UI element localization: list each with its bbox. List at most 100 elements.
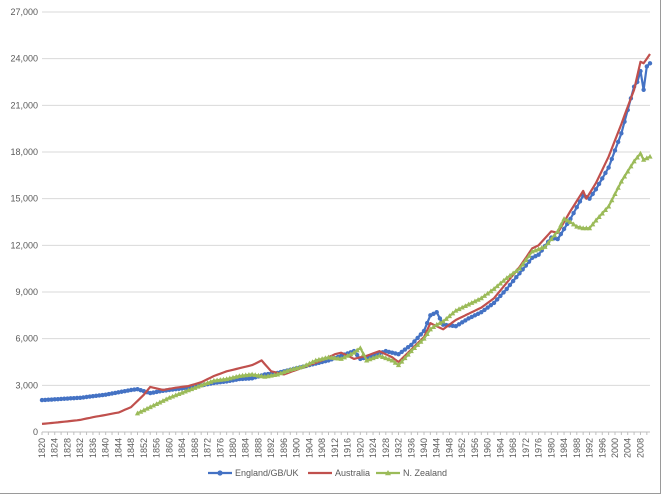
data-point bbox=[641, 156, 647, 162]
data-point bbox=[309, 359, 316, 364]
x-tick-label: 1876 bbox=[215, 438, 225, 458]
data-point bbox=[335, 355, 341, 361]
data-point bbox=[485, 305, 490, 310]
data-point bbox=[494, 283, 500, 289]
series-line bbox=[137, 152, 651, 415]
legend-label: N. Zealand bbox=[403, 468, 447, 478]
data-point bbox=[386, 356, 392, 362]
data-point bbox=[587, 196, 592, 201]
data-point bbox=[479, 310, 484, 315]
x-tick-label: 1988 bbox=[572, 438, 582, 458]
data-point bbox=[456, 306, 462, 312]
data-point bbox=[58, 396, 64, 402]
data-point bbox=[612, 191, 618, 196]
data-point bbox=[504, 275, 510, 280]
x-tick-label: 1908 bbox=[317, 438, 327, 458]
data-point bbox=[498, 293, 503, 299]
data-point bbox=[332, 355, 338, 361]
data-point bbox=[195, 383, 201, 389]
data-point bbox=[596, 214, 602, 219]
x-tick-label: 1960 bbox=[483, 438, 493, 458]
x-tick-label: 1836 bbox=[88, 438, 98, 458]
data-point bbox=[440, 318, 446, 324]
data-point bbox=[459, 304, 465, 310]
x-tick-label: 1820 bbox=[37, 438, 47, 458]
data-point bbox=[396, 352, 401, 357]
data-point bbox=[192, 385, 198, 390]
data-point bbox=[434, 321, 440, 327]
x-tick-label: 2008 bbox=[635, 438, 645, 458]
data-point bbox=[618, 178, 624, 184]
data-point bbox=[74, 395, 80, 401]
data-point bbox=[516, 265, 523, 271]
data-point bbox=[402, 347, 408, 352]
data-point bbox=[523, 257, 529, 263]
data-point bbox=[634, 154, 640, 160]
data-point bbox=[545, 240, 551, 245]
y-tick-label: 27,000 bbox=[10, 7, 38, 17]
data-point bbox=[430, 324, 437, 329]
data-point bbox=[68, 396, 73, 401]
data-point bbox=[495, 297, 500, 302]
data-point bbox=[409, 342, 414, 348]
data-point bbox=[389, 357, 395, 363]
data-point bbox=[478, 295, 484, 301]
data-point bbox=[160, 398, 166, 403]
x-tick-label: 1964 bbox=[495, 438, 505, 458]
y-tick-label: 18,000 bbox=[10, 147, 38, 157]
legend-item: N. Zealand bbox=[376, 468, 447, 478]
data-point bbox=[609, 197, 615, 203]
data-point bbox=[424, 320, 430, 326]
y-tick-label: 21,000 bbox=[10, 100, 38, 110]
data-point bbox=[641, 87, 646, 92]
data-point bbox=[141, 407, 147, 413]
data-point bbox=[469, 300, 475, 305]
data-point bbox=[65, 396, 70, 401]
data-point bbox=[599, 210, 605, 216]
x-tick-label: 1968 bbox=[508, 438, 518, 458]
data-point bbox=[446, 313, 453, 319]
data-point bbox=[421, 328, 427, 334]
data-point bbox=[571, 210, 576, 216]
data-point bbox=[437, 320, 443, 326]
data-point bbox=[153, 401, 160, 406]
data-point bbox=[463, 318, 468, 323]
data-point bbox=[510, 270, 516, 276]
data-point bbox=[150, 402, 157, 408]
x-tick-label: 1872 bbox=[203, 438, 213, 458]
data-point bbox=[497, 280, 503, 286]
data-point bbox=[246, 376, 252, 381]
data-point bbox=[360, 351, 367, 357]
data-point bbox=[647, 153, 653, 159]
y-axis: 0 3,000 6,000 9,000 12,000 15,000 18,000 21,000… bbox=[10, 7, 38, 437]
data-point bbox=[421, 335, 427, 341]
data-point bbox=[71, 395, 77, 401]
data-point bbox=[501, 290, 506, 295]
data-point bbox=[590, 191, 595, 197]
data-point bbox=[147, 404, 153, 410]
x-tick-label: 1896 bbox=[279, 438, 289, 458]
data-point bbox=[621, 173, 628, 179]
x-tick-label: 1840 bbox=[101, 438, 111, 458]
data-point bbox=[380, 354, 386, 359]
data-point bbox=[600, 176, 605, 181]
data-point bbox=[399, 349, 404, 355]
data-point bbox=[344, 352, 351, 358]
legend-label: Australia bbox=[335, 468, 370, 478]
data-point bbox=[465, 301, 472, 307]
data-point bbox=[520, 261, 526, 267]
x-tick-label: 1932 bbox=[394, 438, 404, 458]
data-point bbox=[628, 163, 634, 169]
data-point bbox=[169, 393, 176, 399]
data-point bbox=[491, 286, 497, 291]
data-point bbox=[571, 221, 577, 227]
data-point bbox=[526, 253, 532, 258]
data-point bbox=[405, 351, 411, 357]
x-tick-label: 1924 bbox=[368, 438, 378, 458]
data-point bbox=[593, 187, 599, 192]
data-point bbox=[462, 303, 468, 308]
data-point bbox=[392, 359, 398, 365]
data-point bbox=[456, 322, 462, 327]
legend-label: England/GB/UK bbox=[235, 468, 299, 478]
data-point bbox=[500, 277, 507, 283]
